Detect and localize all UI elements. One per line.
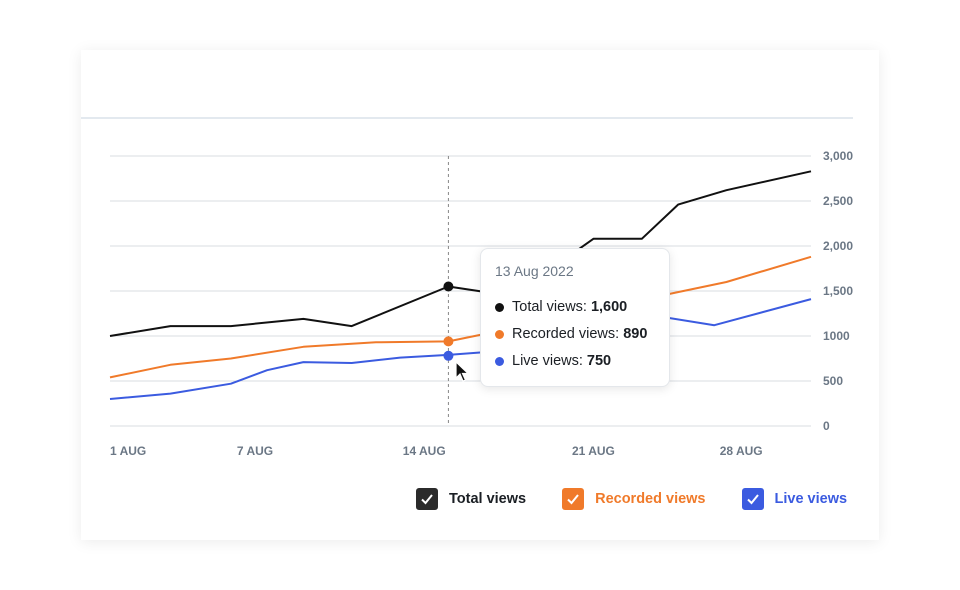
tooltip-value: 750 (586, 353, 612, 369)
total-views-line (109, 170, 812, 337)
tooltip-date: 13 Aug 2022 (495, 263, 574, 279)
data-tooltip: 13 Aug 2022 Total views: 1,600 Recorded … (480, 248, 670, 387)
chart-card: 0 500 1000 1,500 2,000 2,500 3,000 1 AUG 7 AUG 1… (81, 50, 879, 540)
live-views-point (443, 350, 454, 361)
y-tick-label: 500 (823, 374, 843, 388)
tooltip-row-live: Live views: 750 (495, 353, 655, 369)
y-tick-label: 1000 (823, 329, 850, 343)
y-tick-label: 0 (823, 419, 830, 433)
tooltip-value: 1,600 (590, 299, 628, 315)
legend-label: Live views (774, 491, 848, 507)
y-tick-label: 3,000 (823, 149, 853, 163)
legend-item-live-views[interactable]: Live views (741, 488, 848, 510)
recorded-views-point (443, 336, 454, 347)
recorded-views-checkbox-icon[interactable] (562, 488, 585, 510)
y-tick-label: 2,500 (823, 194, 853, 208)
tooltip-label: Live views: (512, 353, 583, 369)
live-views-checkbox-icon[interactable] (741, 488, 764, 510)
total-views-dot (495, 302, 504, 312)
tooltip-row-recorded: Recorded views: 890 (495, 326, 655, 342)
tooltip-value: 890 (623, 326, 648, 342)
tooltip-label: Recorded views: (512, 326, 620, 342)
x-tick-label: 14 AUG (403, 444, 446, 458)
highlight-points (443, 281, 454, 361)
mouse-pointer-icon (455, 361, 470, 382)
x-tick-label: 1 AUG (110, 444, 146, 458)
legend-label: Recorded views (595, 491, 706, 507)
legend-item-recorded-views[interactable]: Recorded views (562, 488, 706, 510)
header-divider (81, 117, 853, 119)
legend-item-total-views[interactable]: Total views (416, 488, 526, 510)
y-axis-ticks: 0 500 1000 1,500 2,000 2,500 3,000 (823, 149, 853, 433)
total-views-checkbox-icon[interactable] (416, 488, 438, 510)
grid-lines (110, 155, 811, 427)
chart-legend: Total views Recorded views Live views (416, 488, 847, 510)
legend-label: Total views (449, 491, 527, 507)
x-tick-label: 21 AUG (572, 444, 615, 458)
y-tick-label: 2,000 (823, 239, 853, 253)
x-tick-label: 7 AUG (237, 444, 273, 458)
tooltip-row-total: Total views: 1,600 (495, 299, 655, 315)
x-axis-ticks: 1 AUG 7 AUG 14 AUG 21 AUG 28 AUG (110, 444, 763, 458)
live-views-dot (495, 356, 504, 366)
y-tick-label: 1,500 (823, 284, 853, 298)
x-tick-label: 28 AUG (720, 444, 763, 458)
tooltip-label: Total views: (512, 299, 587, 315)
recorded-views-line (109, 255, 812, 379)
recorded-views-dot (495, 329, 504, 339)
total-views-point (443, 281, 454, 292)
